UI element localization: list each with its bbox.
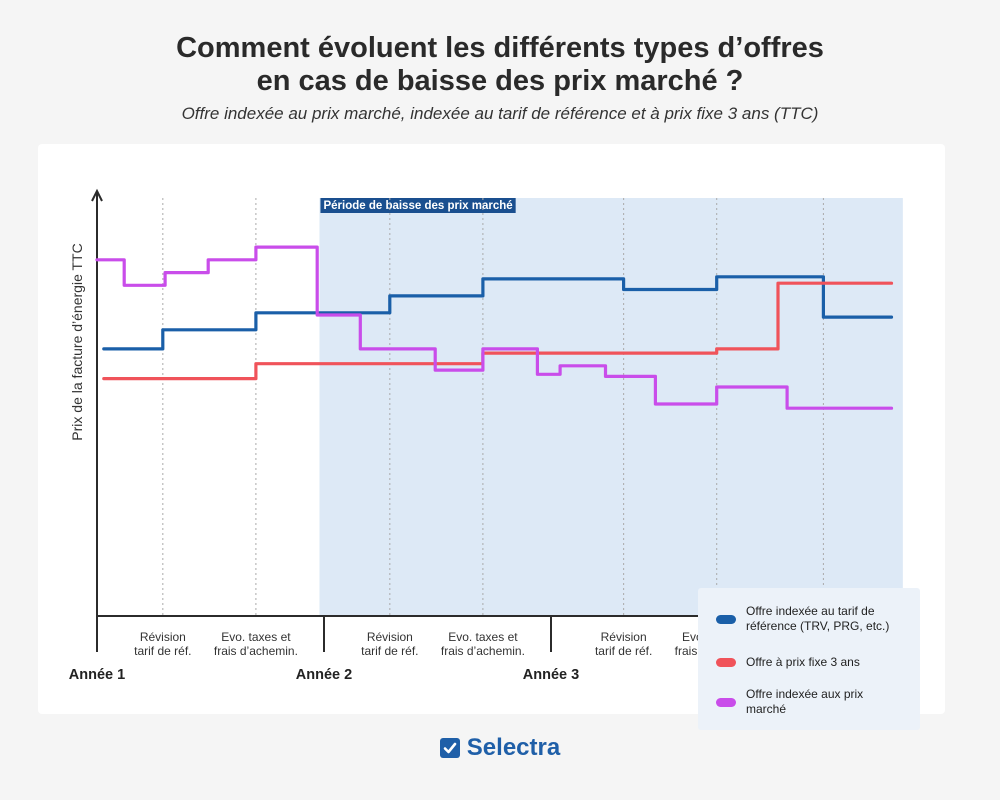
series-line-reference xyxy=(102,275,894,351)
event-label-line1: Révision xyxy=(367,630,413,644)
legend-label-fixed: Offre à prix fixe 3 ans xyxy=(746,655,860,669)
page-title: Comment évoluent les différents types d’… xyxy=(0,32,1000,98)
year-tick-label: Année 2 xyxy=(296,667,352,683)
title-line-1: Comment évoluent les différents types d’… xyxy=(176,32,824,64)
legend-swatch-reference xyxy=(716,614,736,624)
event-label-line1: Evo. taxes et xyxy=(448,630,518,644)
brand-logo: Selectra xyxy=(0,734,1000,762)
shaded-region-label-bg xyxy=(320,198,516,213)
year-tick-label: Année 3 xyxy=(523,667,579,683)
event-label-line1: Révision xyxy=(601,630,647,644)
event-label-line2: frais d’achemin. xyxy=(441,644,525,658)
event-label-line2: tarif de réf. xyxy=(595,644,652,658)
chart-card: Période de baisse des prix marché Prix de… xyxy=(38,144,945,730)
legend-swatch-fixed xyxy=(716,658,736,667)
legend-label-reference: Offre indexée au tarif de référence (TRV… xyxy=(746,604,890,633)
event-label-line1: Evo. taxes et xyxy=(221,630,291,644)
event-label-line2: tarif de réf. xyxy=(361,644,418,658)
brand-name: Selectra xyxy=(466,734,561,761)
series-line-market xyxy=(95,245,894,410)
legend-label-market: Offre indexée aux prix marché xyxy=(746,687,864,716)
legend-item-market: Offre indexée aux prix marché xyxy=(716,687,896,717)
y-axis-arrow xyxy=(91,188,103,202)
y-axis-label: Prix de la facture d’énergie TTC xyxy=(69,243,85,440)
event-label-line1: Révision xyxy=(140,630,186,644)
page-subtitle: Offre indexée au prix marché, indexée au… xyxy=(181,104,819,123)
checkmark-icon xyxy=(439,738,460,758)
legend-item-fixed: Offre à prix fixe 3 ans xyxy=(716,655,860,670)
shaded-region-label: Période de baisse des prix marché xyxy=(323,200,512,212)
legend: Offre indexée au tarif de référence (TRV… xyxy=(698,588,920,730)
legend-item-reference: Offre indexée au tarif de référence (TRV… xyxy=(716,604,920,634)
year-tick-label: Année 1 xyxy=(69,667,125,683)
title-line-2: en cas de baisse des prix marché ? xyxy=(256,65,744,97)
event-label-line2: frais d’achemin. xyxy=(214,644,298,658)
series-line-fixed xyxy=(102,281,894,381)
legend-swatch-market xyxy=(716,697,736,707)
event-label-line2: tarif de réf. xyxy=(134,644,191,658)
